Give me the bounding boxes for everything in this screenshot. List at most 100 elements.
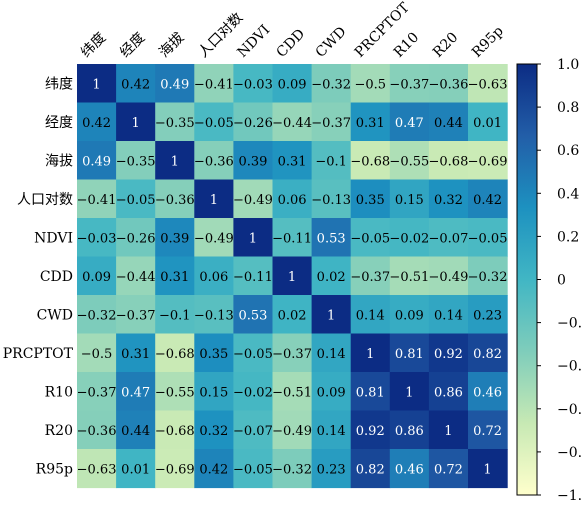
cell-value-label: 1 [366,347,374,362]
heatmap-cell [468,64,508,104]
heatmap-cell [233,179,274,219]
heatmap-cell [468,372,508,412]
cell-value-label: 0.23 [317,462,346,477]
heatmap-cell [428,102,469,142]
heatmap-cell [155,218,195,258]
cell-value-label: −0.36 [194,154,234,169]
row-label: R20 [45,423,73,439]
column-label: 经度 [117,30,148,61]
cell-value-label: −0.41 [77,193,117,208]
cell-value-label: 0.82 [473,347,502,362]
heatmap-cell [155,141,195,181]
cell-value-label: 0.31 [121,347,150,362]
heatmap-cell [389,141,430,181]
heatmap-cell [116,179,156,219]
cell-value-label: 1 [327,308,335,323]
cell-value-label: −0.37 [116,308,156,323]
colorbar-tick-label: −0.6 [557,402,581,418]
heatmap-cell [428,410,469,450]
heatmap-cell [233,64,274,104]
heatmap-cell [116,295,156,335]
colorbar-tick-label: 1.0 [557,57,579,73]
cell-value-label: 0.02 [317,270,346,285]
cell-value-label: −0.55 [155,385,195,400]
heatmap-cell [389,449,430,489]
heatmap-cell [155,372,195,412]
heatmap-cell [311,64,352,104]
cell-value-label: 0.53 [238,308,267,323]
heatmap-cell [194,256,234,296]
colorbar-tick-label: 0.2 [557,229,579,245]
cell-value-label: −0.05 [194,116,234,131]
colorbar-tick-label: −0.2 [557,316,581,332]
colorbar-tick-label: 0.4 [557,186,579,202]
heatmap-cell [389,333,430,373]
cell-value-label: −0.13 [311,193,351,208]
cell-value-label: 1 [132,116,140,131]
cell-value-label: −0.36 [77,424,117,439]
heatmap-cell [428,64,469,104]
heatmap-cell [428,218,469,258]
heatmap-cell [116,141,156,181]
cell-value-label: −0.11 [233,270,273,285]
heatmap-cell [116,218,156,258]
cell-value-label: 1 [210,193,218,208]
heatmap-cell [468,333,508,373]
colorbar-tick-label: 0.6 [557,143,579,159]
row-label: PRCPTOT [3,346,74,362]
heatmap-cell [77,449,117,489]
cell-value-label: −0.07 [233,424,273,439]
heatmap-cell [77,410,117,450]
cell-value-label: 0.46 [473,385,502,400]
cell-value-label: 0.81 [356,385,385,400]
heatmap-cell [272,295,313,335]
cell-value-label: −0.05 [233,462,273,477]
heatmap-cell [468,141,508,181]
heatmap-cell [194,410,234,450]
heatmap-cell [77,102,117,142]
cell-value-label: −0.68 [429,154,469,169]
row-label: 经度 [45,115,73,131]
heatmap-cell [77,333,117,373]
heatmap-cell [468,295,508,335]
row-label: 人口对数 [17,192,73,208]
cell-value-label: 1 [483,462,491,477]
heatmap-cell [350,141,391,181]
cell-value-label: −0.68 [350,154,390,169]
heatmap-cell [272,218,313,258]
cell-value-label: 0.42 [82,116,111,131]
column-label: R95p [469,23,507,61]
column-label: NDVI [234,22,273,61]
heatmap-cell [77,64,117,104]
cell-value-label: −0.68 [155,347,195,362]
cell-value-label: −0.37 [389,77,429,92]
cell-value-label: 0.92 [356,424,385,439]
cell-value-label: −0.26 [116,231,156,246]
cell-value-label: 0.72 [434,462,463,477]
heatmap-cells [77,64,508,489]
row-label: R10 [45,384,73,400]
heatmap-cell [311,333,352,373]
colorbar-tick-label: −0.8 [557,445,581,461]
colorbar-gradient [516,63,538,496]
cell-value-label: −0.1 [315,154,347,169]
cell-value-label: −0.37 [272,347,312,362]
heatmap-cell [155,179,195,219]
colorbar: 1.0 0.8 0.6 0.4 0.2 0 −0.2 −0.4 −0.6 −0.8 −1.0 [516,57,581,504]
heatmap-cell [350,256,391,296]
cell-value-label: −0.03 [233,77,273,92]
heatmap-cell [116,449,156,489]
cell-value-label: −0.11 [272,231,312,246]
cell-value-label: −0.37 [350,270,390,285]
column-label: CDD [274,26,309,61]
heatmap-cell [428,141,469,181]
heatmap-cell [311,256,352,296]
cell-value-label: −0.05 [350,231,390,246]
cell-value-label: 0.49 [82,154,111,169]
cell-value-label: 0.42 [121,77,150,92]
row-label: 纬度 [45,76,73,92]
heatmap-cell [389,64,430,104]
heatmap-cell [194,102,234,142]
heatmap-cell [77,141,117,181]
